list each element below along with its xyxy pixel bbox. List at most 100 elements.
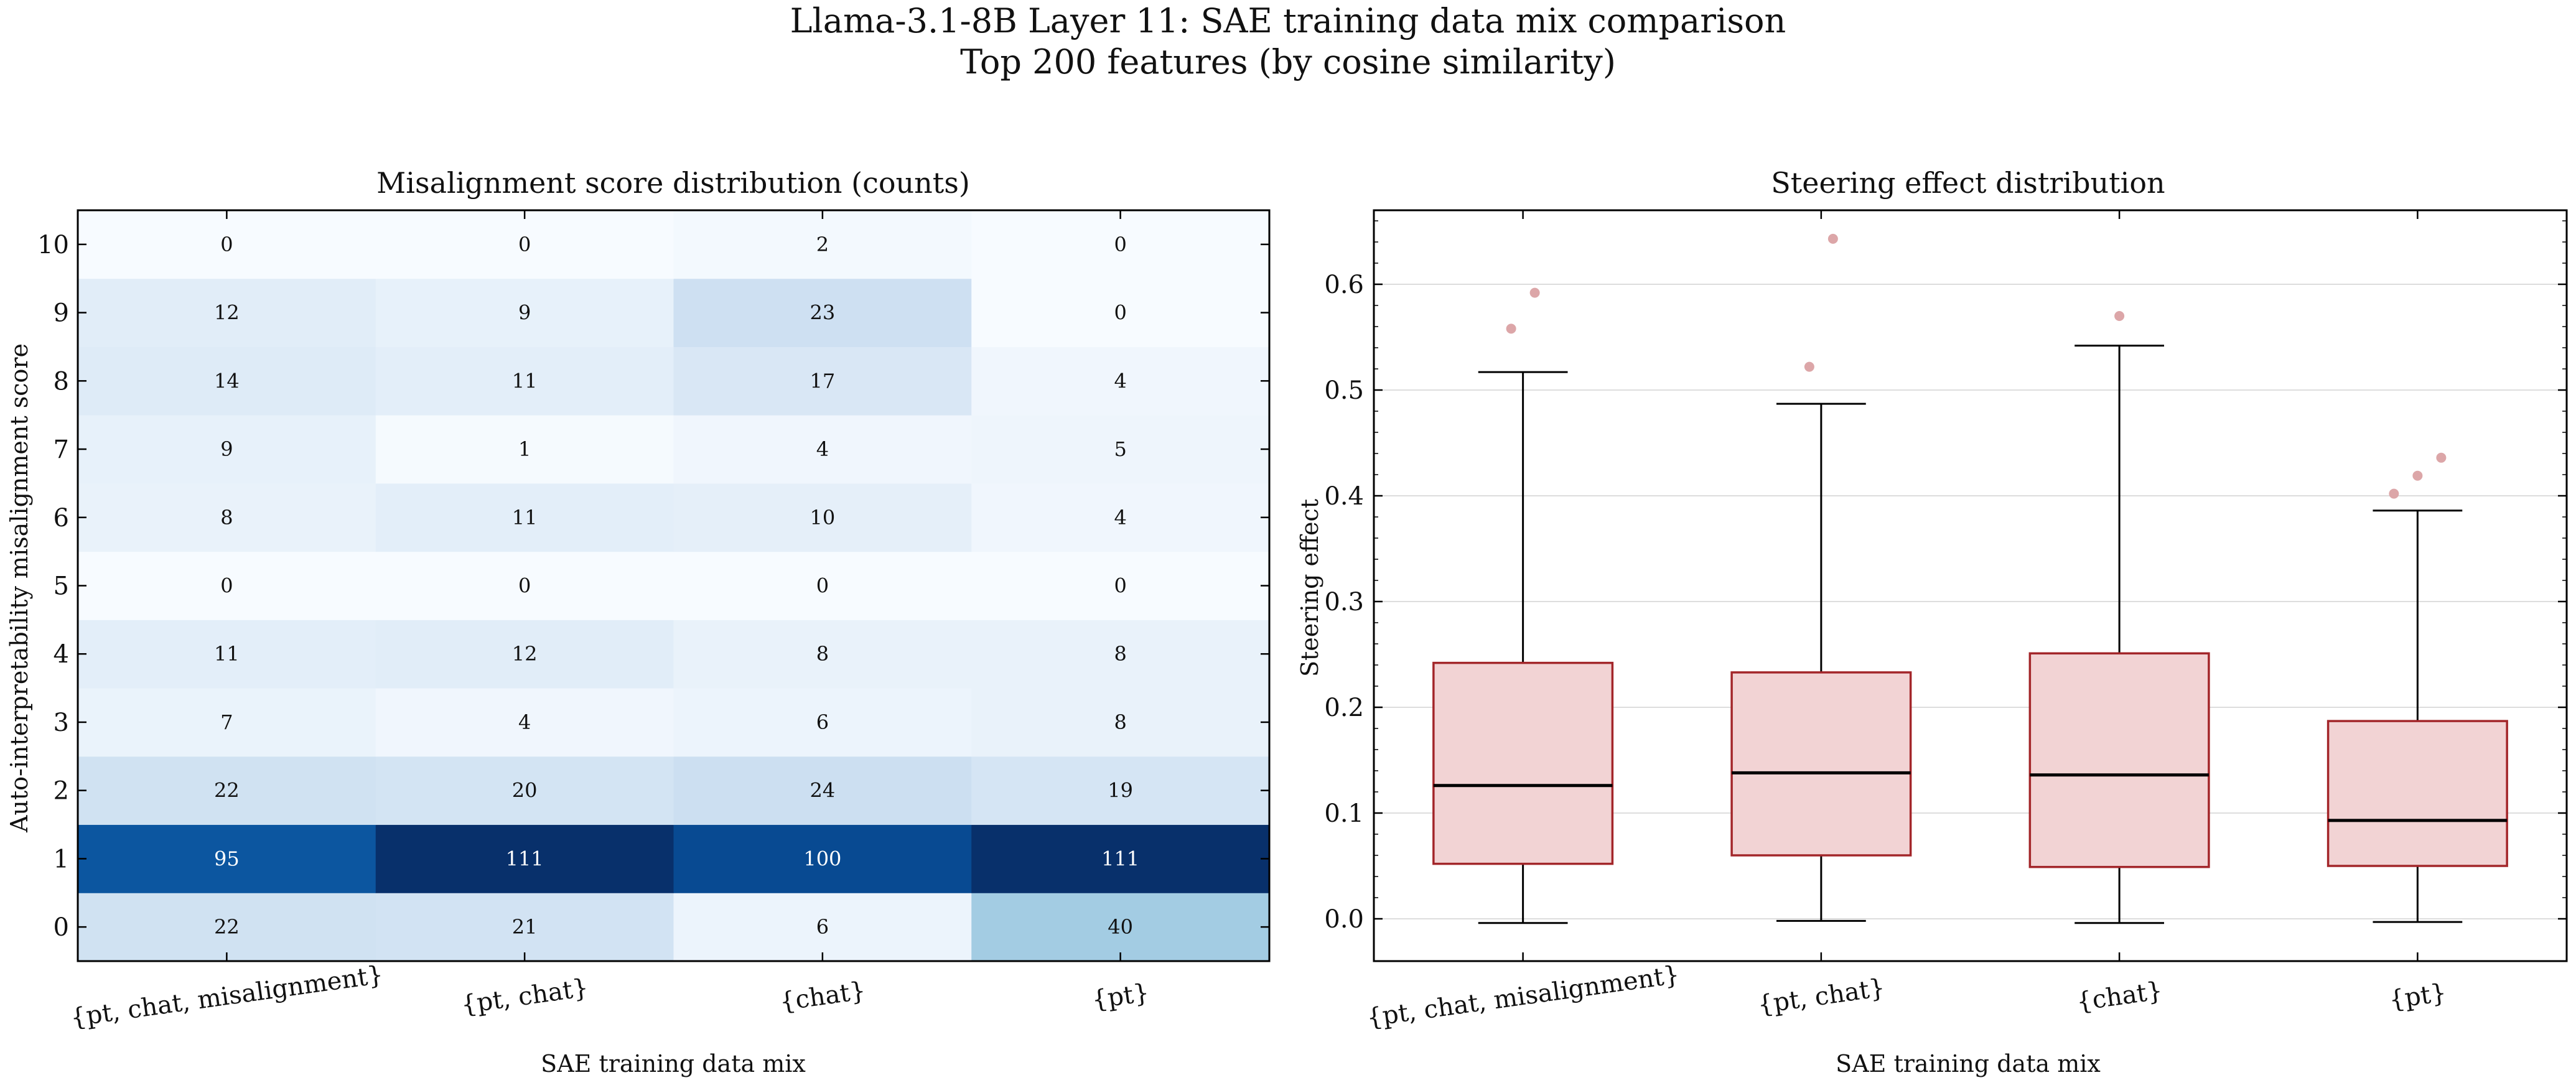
heatmap-cell-label: 0 [816, 574, 829, 598]
heatmap-cell [375, 483, 674, 552]
heatmap-cell-label: 1 [518, 437, 531, 461]
heatmap-cell-label: 4 [1114, 506, 1126, 529]
heatmap-cell [971, 210, 1270, 279]
heatmap-cell-label: 95 [214, 847, 240, 870]
heatmap-cell-label: 0 [220, 574, 233, 598]
boxplot-title: Steering effect distribution [1771, 166, 2165, 200]
heatmap-cell [673, 756, 972, 825]
boxplot-box [2326, 720, 2508, 867]
heatmap-cell [971, 278, 1270, 347]
boxplot-box [2028, 652, 2210, 868]
heatmap-cell [375, 551, 674, 620]
heatmap-y-tick-label: 4 [54, 640, 69, 669]
figure-title-line1: Llama-3.1-8B Layer 11: SAE training data… [790, 1, 1786, 40]
heatmap-cell-label: 8 [1114, 710, 1126, 734]
heatmap-y-tick-label: 10 [37, 231, 69, 259]
heatmap-cell-label: 12 [512, 642, 538, 666]
heatmap-cell-label: 0 [220, 233, 233, 256]
heatmap-cell-label: 22 [214, 779, 240, 802]
heatmap-cell-label: 6 [816, 915, 829, 939]
boxplot-y-tick-label: 0.4 [1324, 482, 1364, 511]
boxplot-outlier [2114, 311, 2125, 321]
heatmap-cell-label: 0 [518, 233, 531, 256]
boxplot-y-tick-label: 0.6 [1324, 271, 1364, 299]
heatmap-title: Misalignment score distribution (counts) [376, 166, 970, 200]
heatmap-cell [78, 688, 376, 757]
heatmap-y-tick-label: 0 [54, 913, 69, 942]
heatmap-cell-label: 10 [810, 506, 836, 529]
heatmap-cell-label: 111 [1101, 847, 1139, 870]
heatmap-cell-label: 4 [1114, 369, 1126, 393]
heatmap-cell [971, 483, 1270, 552]
heatmap-cell [78, 824, 376, 893]
heatmap-cell [375, 415, 674, 484]
heatmap-cell-label: 5 [1114, 437, 1126, 461]
heatmap-cell-label: 8 [1114, 642, 1126, 666]
heatmap-cell [375, 210, 674, 279]
heatmap-x-tick-label: {pt} [1090, 979, 1151, 1015]
heatmap-cell [673, 483, 972, 552]
boxplot-outlier [1804, 361, 1814, 372]
heatmap-cell [673, 893, 972, 962]
boxplot-x-tick-label: {pt, chat, misalignment} [1365, 960, 1681, 1033]
heatmap-cell [78, 210, 376, 279]
boxplot-boxes [1432, 233, 2508, 924]
heatmap-cell [673, 278, 972, 347]
heatmap-cell-label: 0 [518, 574, 531, 598]
heatmap-cell [971, 415, 1270, 484]
heatmap-cell [971, 551, 1270, 620]
heatmap-y-tick-label: 8 [54, 367, 69, 396]
heatmap-cell-label: 111 [506, 847, 544, 870]
heatmap-cell-label: 4 [518, 710, 531, 734]
heatmap-cell [673, 824, 972, 893]
heatmap-cell [375, 824, 674, 893]
heatmap-cell [673, 620, 972, 689]
heatmap-cell [673, 415, 972, 484]
heatmap-cell-label: 7 [220, 710, 233, 734]
heatmap-cell-label: 12 [214, 301, 240, 325]
boxplot-x-tick-label: {pt} [2387, 979, 2448, 1015]
boxplot-outlier [1529, 287, 1540, 298]
heatmap-cell [971, 346, 1270, 416]
heatmap-cell-label: 20 [512, 779, 538, 802]
heatmap-x-tick-label: {pt, chat} [459, 974, 590, 1020]
heatmap-cell [673, 551, 972, 620]
boxplot-y-tick-label: 0.5 [1324, 376, 1364, 405]
heatmap-cell-label: 11 [512, 369, 538, 393]
boxplot-x-tick-label: {chat} [2074, 977, 2164, 1017]
heatmap-cell [78, 551, 376, 620]
heatmap-y-tick-label: 1 [54, 845, 69, 873]
heatmap-cell [78, 620, 376, 689]
heatmap-cell-label: 2 [816, 233, 829, 256]
heatmap-cell-label: 0 [1114, 233, 1126, 256]
boxplot-panel: Steering effect distribution 0.0 0.1 0.2 0.… [1296, 166, 2568, 1077]
boxplot-y-tick-label: 0.0 [1324, 905, 1364, 934]
heatmap-cell [78, 756, 376, 825]
heatmap-cell [375, 756, 674, 825]
boxplot-y-tick-label: 0.2 [1324, 694, 1364, 722]
heatmap-cell-label: 40 [1108, 915, 1133, 939]
boxplot-outlier [2436, 452, 2447, 463]
boxplot-outlier [2389, 488, 2399, 499]
boxplot-outlier [1506, 323, 1516, 334]
heatmap-y-tick-label: 7 [54, 435, 69, 464]
boxplot-y-tick-label: 0.3 [1324, 588, 1364, 616]
heatmap-cell [375, 278, 674, 347]
heatmap-cell-label: 17 [810, 369, 836, 393]
heatmap-cell-label: 19 [1108, 779, 1133, 802]
heatmap-cell [78, 483, 376, 552]
heatmap-cell [375, 346, 674, 416]
heatmap-xlabel: SAE training data mix [541, 1050, 806, 1077]
heatmap-cell [78, 278, 376, 347]
heatmap-cell-label: 8 [220, 506, 233, 529]
heatmap-panel: Misalignment score distribution (counts)… [6, 166, 1271, 1077]
heatmap-y-tick-label: 9 [54, 299, 69, 328]
heatmap-cell-label: 8 [816, 642, 829, 666]
heatmap-cell [78, 415, 376, 484]
heatmap-cell-label: 6 [816, 710, 829, 734]
boxplot-ylabel: Steering effect [1296, 499, 1323, 677]
heatmap-y-tick-label: 6 [54, 504, 69, 532]
heatmap-cell-label: 11 [512, 506, 538, 529]
heatmap-cell-label: 9 [518, 301, 531, 325]
